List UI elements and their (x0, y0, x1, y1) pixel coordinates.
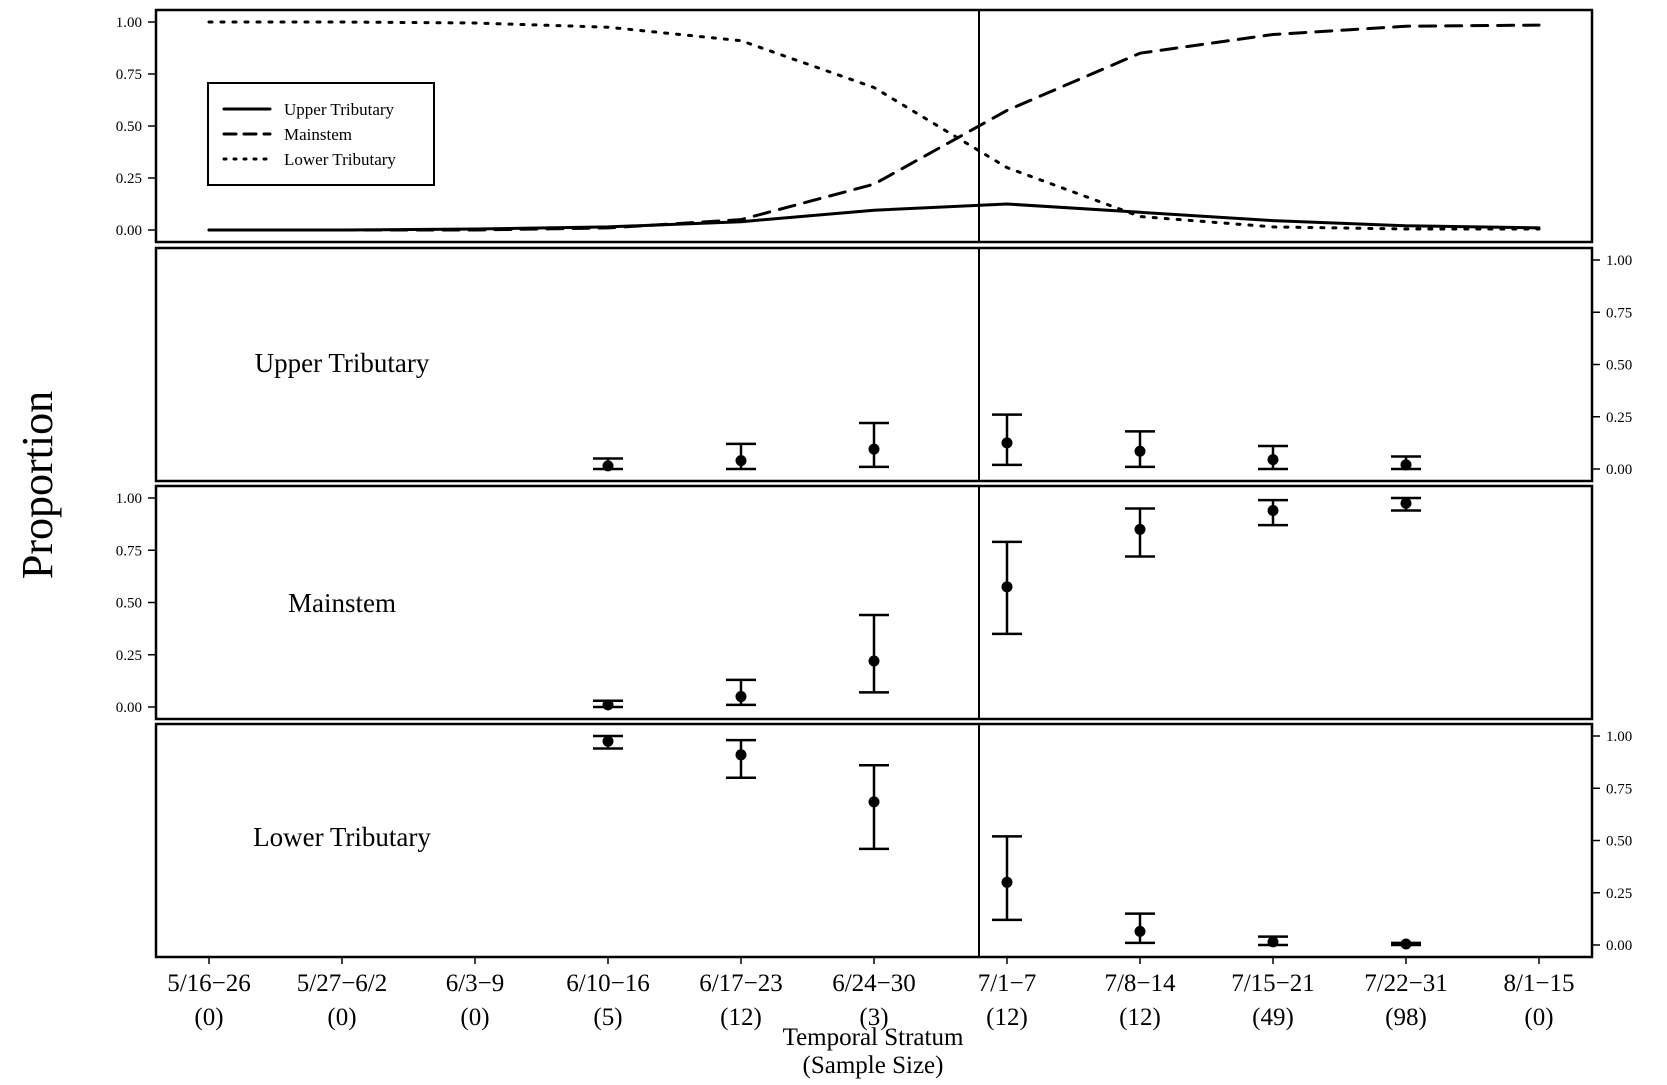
estimate-point (1267, 454, 1279, 466)
y-tick-label: 0.25 (1606, 886, 1632, 902)
x-tick-label: 5/27−6/2 (297, 970, 388, 997)
series-line-upper-tributary (207, 202, 1541, 232)
panel-label-mainstem: Mainstem (288, 588, 396, 618)
estimate-point (1134, 523, 1146, 535)
estimate-point (735, 749, 747, 761)
series-line-lower-tributary (207, 20, 1541, 231)
y-tick-label: 1.00 (116, 491, 142, 507)
x-axis-title-line1: Temporal Stratum (783, 1024, 964, 1051)
x-tick-label: 6/24−30 (832, 970, 916, 997)
sample-size-label: (0) (327, 1004, 356, 1031)
y-tick-label: 1.00 (116, 15, 142, 31)
legend-entry-lower-tributary: Lower Tributary (284, 150, 396, 169)
y-tick-label: 0.75 (1606, 781, 1632, 797)
estimate-point (1001, 437, 1013, 449)
sample-size-label: (3) (859, 1004, 888, 1031)
y-tick-label: 0.75 (116, 543, 142, 559)
panel-label-lower-tributary: Lower Tributary (253, 822, 431, 852)
x-tick-label: 6/10−16 (566, 970, 650, 997)
y-tick-label: 1.00 (1606, 729, 1632, 745)
y-tick-label: 0.75 (1606, 305, 1632, 321)
estimate-point (868, 796, 880, 808)
x-tick-label: 6/17−23 (699, 970, 783, 997)
y-tick-label: 0.50 (116, 119, 142, 135)
estimate-point (1400, 938, 1412, 950)
y-tick-label: 0.00 (1606, 462, 1632, 478)
sample-size-label: (5) (593, 1004, 622, 1031)
estimate-point (1267, 505, 1279, 517)
x-tick-label: 5/16−26 (167, 970, 251, 997)
estimate-point (602, 735, 614, 747)
y-tick-label: 1.00 (1606, 253, 1632, 269)
estimate-point (735, 691, 747, 703)
sample-size-label: (12) (986, 1004, 1028, 1031)
estimate-point (868, 443, 880, 455)
estimate-point (1267, 936, 1279, 948)
y-tick-label: 0.00 (116, 700, 142, 716)
y-axis-title: Proportion (13, 391, 62, 579)
x-tick-label: 7/1−7 (978, 970, 1037, 997)
estimate-point (602, 460, 614, 472)
estimate-point (735, 455, 747, 467)
estimate-point (1134, 925, 1146, 937)
sample-size-label: (0) (1524, 1004, 1553, 1031)
panel-label-upper-tributary: Upper Tributary (255, 348, 430, 378)
y-tick-label: 0.00 (1606, 938, 1632, 954)
sample-size-label: (12) (720, 1004, 762, 1031)
estimate-point (1001, 876, 1013, 888)
estimate-point (1001, 581, 1013, 593)
sample-size-label: (0) (194, 1004, 223, 1031)
legend-entry-mainstem: Mainstem (284, 125, 352, 144)
sample-size-label: (0) (460, 1004, 489, 1031)
y-tick-label: 0.50 (1606, 834, 1632, 850)
estimate-point (1400, 459, 1412, 471)
x-axis-title-line2: (Sample Size) (803, 1052, 944, 1079)
x-tick-label: 8/1−15 (1503, 970, 1574, 997)
legend-entry-upper-tributary: Upper Tributary (284, 100, 395, 119)
x-tick-label: 7/15−21 (1231, 970, 1315, 997)
x-tick-label: 7/22−31 (1364, 970, 1448, 997)
y-tick-label: 0.25 (1606, 410, 1632, 426)
y-tick-label: 0.50 (1606, 358, 1632, 374)
y-tick-label: 0.25 (116, 648, 142, 664)
sample-size-label: (49) (1252, 1004, 1294, 1031)
plot-layer: 0.00 0.25 0.50 0.75 1.00 0.00 0.25 0.50 0.75 1.00… (116, 8, 1632, 1031)
y-tick-label: 0.50 (116, 596, 142, 612)
estimate-point (602, 699, 614, 711)
x-tick-label: 6/3−9 (446, 970, 505, 997)
estimate-point (1134, 445, 1146, 457)
estimate-point (868, 655, 880, 667)
sample-size-label: (98) (1385, 1004, 1427, 1031)
series-line-mainstem (207, 23, 1541, 232)
y-tick-label: 0.25 (116, 171, 142, 187)
x-tick-label: 7/8−14 (1104, 970, 1176, 997)
sample-size-label: (12) (1119, 1004, 1161, 1031)
y-tick-label: 0.00 (116, 223, 142, 239)
y-tick-label: 0.75 (116, 67, 142, 83)
estimate-point (1400, 497, 1412, 509)
